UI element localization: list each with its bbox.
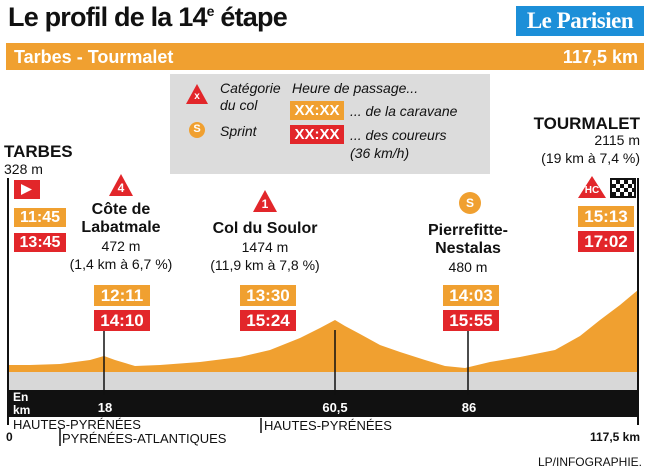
soulor-detail: (11,9 km à 7,8 %) <box>210 257 320 273</box>
tourmalet-alt: 2115 m <box>594 132 640 148</box>
credit: LP/INFOGRAPHIE. <box>537 455 642 469</box>
category-4-text: 4 <box>117 181 125 195</box>
tourmalet-caravan-time: 15:13 <box>578 206 634 227</box>
pierrefitte-name-1: Pierrefitte- <box>427 222 509 239</box>
axis-unit-1: En <box>13 390 29 404</box>
labatmale-riders-time: 14:10 <box>94 310 150 331</box>
route-bar <box>6 43 644 70</box>
labatmale-name-1: Côte de <box>91 201 151 218</box>
legend-category-label-2: du col <box>220 97 258 113</box>
labatmale-detail: (1,4 km à 6,7 %) <box>69 256 173 272</box>
profile-area <box>8 290 638 372</box>
category-hc-text: HC <box>584 185 600 196</box>
legend-caravan-label: ... de la caravane <box>350 103 458 119</box>
tourmalet-detail: (19 km à 7,4 %) <box>541 150 640 166</box>
legend-passage-title: Heure de passage... <box>292 80 419 96</box>
category-icon-text: x <box>194 91 200 102</box>
axis-tick-18: 18 <box>97 400 113 415</box>
category-1-text: 1 <box>261 197 269 211</box>
labatmale-alt: 472 m <box>101 238 141 254</box>
axis-end: 117,5 km <box>589 430 640 444</box>
km-axis <box>8 390 638 417</box>
tarbes-caravan-time: 11:45 <box>14 208 66 227</box>
legend-riders-sample: XX:XX <box>290 125 344 144</box>
legend-caravan-sample: XX:XX <box>290 101 344 120</box>
tarbes-alt: 328 m <box>4 161 43 177</box>
legend-riders-label-1: ... des coureurs <box>350 127 447 143</box>
tourmalet-riders-time: 17:02 <box>578 231 634 252</box>
sprint-marker-icon <box>459 192 481 214</box>
legend-category-label-1: Catégorie <box>220 80 281 96</box>
category-hc-icon <box>578 176 606 198</box>
legend-box <box>170 74 490 174</box>
legend-riders-label-2: (36 km/h) <box>350 145 410 161</box>
sprint-marker-text: S <box>465 196 474 210</box>
department-pyrenees-atlantiques: PYRÉNÉES-ATLANTIQUES <box>62 431 227 446</box>
route-name: Tarbes - Tourmalet <box>14 47 174 67</box>
department-hautes-pyrenees-2: HAUTES-PYRÉNÉES <box>264 418 392 433</box>
profile-ground <box>8 372 638 390</box>
soulor-riders-time: 15:24 <box>240 310 296 331</box>
soulor-name: Col du Soulor <box>212 220 318 237</box>
category-1-icon <box>253 190 277 212</box>
pierrefitte-caravan-time: 14:03 <box>443 285 499 306</box>
soulor-caravan-time: 13:30 <box>240 285 296 306</box>
department-hautes-pyrenees-1: HAUTES-PYRÉNÉES <box>13 417 141 432</box>
sprint-icon-text: S <box>193 123 201 135</box>
tourmalet-name: TOURMALET <box>533 114 640 133</box>
page-title: Le profil de la 14e étape <box>8 2 288 32</box>
pierrefitte-alt: 480 m <box>448 259 488 275</box>
labatmale-caravan-time: 12:11 <box>94 285 150 306</box>
legend-sprint-label: Sprint <box>220 123 257 139</box>
pierrefitte-name-2: Nestalas <box>435 240 501 257</box>
axis-tick-86: 86 <box>461 400 477 415</box>
pierrefitte-riders-time: 15:55 <box>443 310 499 331</box>
route-distance: 117,5 km <box>562 47 638 67</box>
tarbes-riders-time: 13:45 <box>14 233 66 252</box>
axis-unit-2: km <box>13 403 31 417</box>
brand-logo[interactable]: Le Parisien <box>516 6 644 36</box>
tarbes-name: TARBES <box>4 142 73 161</box>
labatmale-name-2: Labatmale <box>81 219 161 236</box>
axis-tick-60-5: 60,5 <box>322 400 348 415</box>
axis-start: 0 <box>6 430 13 444</box>
soulor-alt: 1474 m <box>241 239 289 255</box>
category-4-icon <box>109 174 133 196</box>
